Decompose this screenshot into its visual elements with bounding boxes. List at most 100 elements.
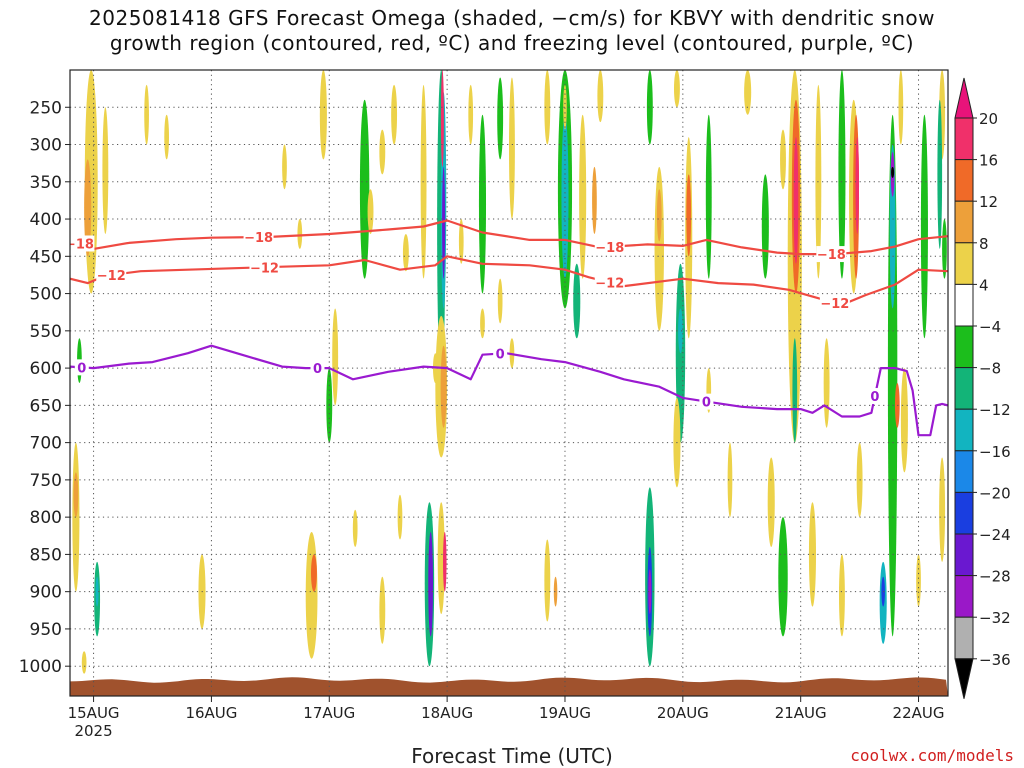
omega-cell <box>891 166 895 179</box>
contour-label-bg <box>493 345 508 362</box>
omega-cell <box>563 84 567 130</box>
omega-cell <box>592 166 597 234</box>
colorbar-swatch <box>954 200 974 244</box>
omega-cell <box>352 509 358 547</box>
omega-cell <box>561 114 569 279</box>
omega-cell <box>73 472 79 518</box>
omega-colorbar: 20 16 12 8 4 −4 −8 −12 −16 −20 −24 −28 −32 −36 <box>954 77 1011 699</box>
y-tick-label: 1000 <box>19 657 62 677</box>
omega-cell <box>402 233 409 272</box>
colorbar-label: −4 <box>979 318 1001 336</box>
contour-label-bg <box>74 359 89 376</box>
y-tick-label: 400 <box>30 210 62 230</box>
omega-cell <box>164 114 169 160</box>
colorbar-label: 16 <box>979 152 998 170</box>
omega-cell <box>379 129 386 175</box>
omega-cell <box>855 137 860 234</box>
omega-cell <box>780 129 786 190</box>
chart-title-line-1: 2025081418 GFS Forecast Omega (shaded, −… <box>89 6 935 30</box>
y-tick-label: 550 <box>30 322 62 342</box>
omega-cell <box>359 99 370 279</box>
omega-cell <box>942 219 947 279</box>
y-tick-label: 900 <box>30 583 62 603</box>
contour-label-bg <box>819 294 850 311</box>
colorbar-swatch <box>954 367 974 410</box>
omega-cell <box>761 174 769 279</box>
y-tick-label: 300 <box>30 136 62 156</box>
contour-label-bg <box>594 274 625 291</box>
x-tick-label: 16AUG <box>185 704 237 722</box>
y-tick-label: 450 <box>30 247 62 267</box>
omega-cell <box>767 457 775 547</box>
omega-cell <box>646 70 653 145</box>
omega-cell <box>678 308 683 354</box>
colorbar-swatch <box>954 242 974 285</box>
omega-cell <box>443 532 447 592</box>
omega-cell <box>573 263 581 339</box>
omega-cell <box>727 442 733 518</box>
omega-cell <box>437 502 445 615</box>
omega-cell <box>480 308 485 339</box>
omega-cell <box>440 70 444 167</box>
x-tick-label: 15AUG <box>68 704 120 722</box>
omega-cell <box>319 70 327 160</box>
y-tick-label: 650 <box>30 396 62 416</box>
x-tick-label: 17AUG <box>303 704 355 722</box>
colorbar-label: −28 <box>979 568 1011 586</box>
colorbar-swatch <box>954 283 974 327</box>
omega-cell <box>311 554 317 592</box>
y-tick-label: 800 <box>30 508 62 528</box>
omega-cell <box>544 539 551 622</box>
plot-frame <box>69 69 949 697</box>
colorbar-label: −12 <box>979 401 1011 419</box>
omega-cell <box>654 166 664 331</box>
contour-label-bg <box>243 229 274 246</box>
colorbar-label: −20 <box>979 484 1011 502</box>
omega-cell <box>297 219 303 249</box>
plot-border <box>69 69 949 697</box>
colorbar-label: −24 <box>979 526 1011 544</box>
omega-cell <box>478 114 487 294</box>
omega-cell <box>81 651 87 674</box>
omega-cell <box>823 338 830 428</box>
colorbar-label: −16 <box>979 443 1011 461</box>
contour-label-bg <box>310 360 325 377</box>
omega-cell <box>793 137 799 264</box>
omega-cell <box>144 84 149 145</box>
omega-cell <box>792 338 798 443</box>
omega-cell <box>553 576 558 607</box>
x-tick-label: 19AUG <box>539 704 591 722</box>
terrain-band <box>70 677 948 696</box>
colorbar-swatch <box>954 408 974 452</box>
omega-cell <box>778 517 788 637</box>
contour-label-bg <box>594 238 625 255</box>
omega-cell <box>391 84 398 145</box>
colorbar-label: −8 <box>979 360 1001 378</box>
colorbar-label: 8 <box>979 235 989 253</box>
contour-label: −12 <box>820 297 849 312</box>
x-tick-sublabel: 2025 <box>74 722 112 740</box>
colorbar-swatch <box>954 491 974 535</box>
omega-cell <box>673 70 680 108</box>
contour-label: −18 <box>817 248 846 263</box>
y-tick-label: 950 <box>30 620 62 640</box>
omega-cell <box>838 554 845 637</box>
y-tick-label: 600 <box>30 359 62 379</box>
colorbar-label: 12 <box>979 193 998 211</box>
omega-cell <box>458 219 464 264</box>
colorbar-swatch <box>954 533 974 577</box>
x-tick-label: 18AUG <box>421 704 473 722</box>
omega-cell <box>102 107 109 234</box>
contour-label: −18 <box>65 237 94 252</box>
contour-label-bg <box>867 388 882 405</box>
omega-cell <box>428 532 433 637</box>
y-tick-label: 850 <box>30 545 62 565</box>
omega-cell <box>916 554 921 607</box>
contour-label-bg <box>70 235 95 252</box>
grid-lines <box>70 70 948 696</box>
omega-cell <box>937 99 943 249</box>
x-axis-label: Forecast Time (UTC) <box>411 744 613 768</box>
contour-line <box>70 344 948 437</box>
